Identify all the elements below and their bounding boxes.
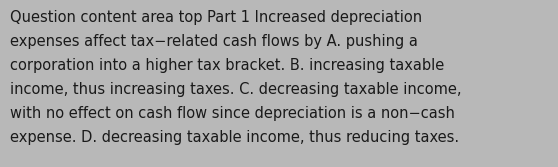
- Text: expenses affect tax−related cash flows by A. pushing a: expenses affect tax−related cash flows b…: [10, 34, 418, 49]
- Text: corporation into a higher tax bracket. B. increasing taxable: corporation into a higher tax bracket. B…: [10, 58, 444, 73]
- Text: expense. D. decreasing taxable income, thus reducing taxes.: expense. D. decreasing taxable income, t…: [10, 130, 459, 145]
- Text: with no effect on cash flow since depreciation is a non−cash: with no effect on cash flow since deprec…: [10, 106, 455, 121]
- Text: Question content area top Part 1 Increased depreciation: Question content area top Part 1 Increas…: [10, 10, 422, 25]
- Text: income, thus increasing taxes. C. decreasing taxable income,: income, thus increasing taxes. C. decrea…: [10, 82, 461, 97]
